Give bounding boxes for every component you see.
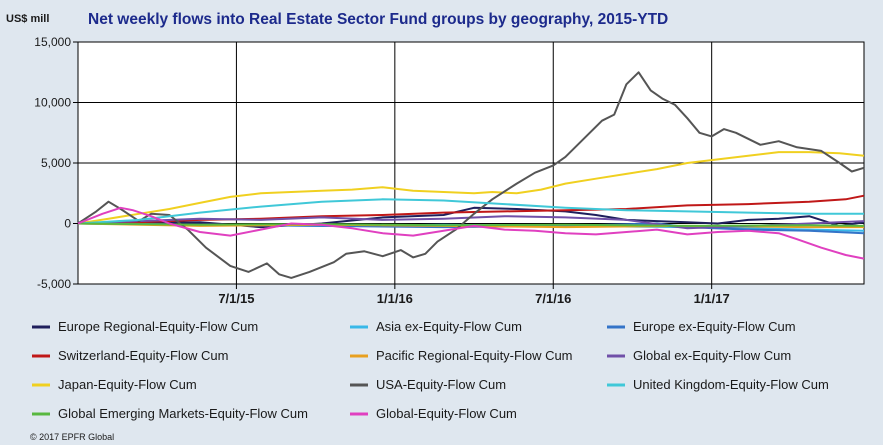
- legend-label-united-kingdom-equity-flow-cum: United Kingdom-Equity-Flow Cum: [633, 377, 829, 392]
- legend-label-europe-regional-equity-flow-cum: Europe Regional-Equity-Flow Cum: [58, 319, 258, 334]
- series-line-usa-equity-flow-cum: [77, 71, 865, 279]
- series-line-global-equity-flow-cum: [77, 206, 865, 260]
- y-axis-unit-label: US$ mill: [6, 13, 49, 25]
- series-line-united-kingdom-equity-flow-cum: [77, 198, 864, 225]
- chart-title: Net weekly flows into Real Estate Sector…: [88, 11, 668, 28]
- y-axis-ticks: 15,000 10,000 5,000 0 -5,000: [34, 35, 78, 291]
- legend-label-japan-equity-flow-cum: Japan-Equity-Flow Cum: [58, 377, 197, 392]
- legend-label-global-emerging-markets-equity-flow-cum: Global Emerging Markets-Equity-Flow Cum: [58, 406, 308, 421]
- legend-label-asia-ex-equity-flow-cum: Asia ex-Equity-Flow Cum: [376, 319, 522, 334]
- y-tick-label: 10,000: [34, 96, 71, 110]
- x-tick-label: 7/1/15: [218, 291, 254, 306]
- legend-label-usa-equity-flow-cum: USA-Equity-Flow Cum: [376, 377, 506, 392]
- x-tick-label: 1/1/17: [694, 291, 730, 306]
- legend-label-pacific-regional-equity-flow-cum: Pacific Regional-Equity-Flow Cum: [376, 348, 573, 363]
- series-line-pacific-regional-equity-flow-cum: [77, 222, 864, 229]
- y-tick-label: 15,000: [34, 35, 71, 49]
- legend-label-switzerland-equity-flow-cum: Switzerland-Equity-Flow Cum: [58, 348, 229, 363]
- series-line-japan-equity-flow-cum: [77, 151, 865, 225]
- series-lines: [77, 71, 865, 279]
- y-tick-label: 0: [64, 217, 71, 231]
- y-tick-label: 5,000: [41, 156, 71, 170]
- legend: Europe Regional-Equity-Flow Cum Asia ex-E…: [32, 319, 829, 421]
- x-tick-label: 7/1/16: [535, 291, 571, 306]
- y-tick-label: -5,000: [37, 277, 71, 291]
- legend-label-europe-ex-equity-flow-cum: Europe ex-Equity-Flow Cum: [633, 319, 796, 334]
- legend-label-global-ex-equity-flow-cum: Global ex-Equity-Flow Cum: [633, 348, 791, 363]
- x-tick-label: 1/1/16: [377, 291, 413, 306]
- x-axis-ticks: 7/1/15 1/1/16 7/1/16 1/1/17: [218, 284, 730, 306]
- series-line-global-emerging-markets-equity-flow-cum: [77, 222, 865, 227]
- series-line-europe-regional-equity-flow-cum: [77, 206, 865, 229]
- copyright-text: © 2017 EPFR Global: [30, 432, 114, 442]
- legend-label-global-equity-flow-cum: Global-Equity-Flow Cum: [376, 406, 517, 421]
- grid-lines: [78, 41, 864, 285]
